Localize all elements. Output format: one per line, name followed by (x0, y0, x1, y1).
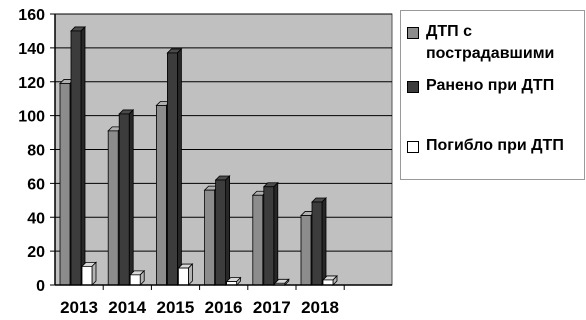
x-tick-label: 2018 (301, 298, 339, 317)
x-tick-label: 2016 (205, 298, 243, 317)
legend-label-injured: Ранено при ДТП (426, 77, 555, 94)
y-tick-label: 140 (18, 41, 45, 58)
y-tick-label: 60 (27, 176, 45, 193)
bar-injured-2015 (166, 47, 183, 286)
bar-killed-2015 (177, 263, 194, 286)
chart-legend: ДТП с пострадавшими Ранено при ДТП Погиб… (400, 10, 585, 180)
y-tick-label: 80 (27, 143, 45, 160)
legend-swatch-killed (407, 141, 419, 153)
y-axis-tick-labels: 0 20 40 60 80 100 120 140 160 (18, 7, 45, 295)
x-tick-label: 2015 (156, 298, 194, 317)
y-tick-label: 20 (27, 244, 45, 261)
y-tick-label: 100 (18, 109, 45, 126)
legend-swatch-injured (407, 81, 419, 93)
bar-killed-2014 (129, 269, 146, 286)
bar-killed-2018 (322, 274, 338, 286)
x-tick-label: 2017 (253, 298, 291, 317)
legend-label-injury-accidents: ДТП с пострадавшими (426, 23, 555, 62)
legend-swatch-injury-accidents (407, 27, 419, 39)
bar-injured-2016 (214, 175, 231, 286)
legend-item-injured: Ранено при ДТП (407, 75, 586, 97)
bars (59, 25, 338, 286)
legend-item-injury-accidents: ДТП с пострадавшими (407, 21, 586, 65)
x-axis-tick-labels: 2013 2014 2015 2016 2017 2018 (60, 298, 339, 317)
y-tick-label: 120 (18, 75, 45, 92)
bar-killed-2013 (81, 261, 97, 286)
y-tick-label: 160 (18, 7, 45, 24)
bar-injured-2017 (262, 181, 279, 286)
bar-injured-2018 (311, 197, 327, 286)
x-tick-label: 2014 (108, 298, 146, 317)
y-tick-label: 0 (36, 278, 45, 295)
legend-item-killed: Погибло при ДТП (407, 135, 586, 157)
axes (50, 13, 392, 290)
legend-label-killed: Погибло при ДТП (426, 137, 564, 154)
bar-injured-2013 (70, 25, 86, 286)
bar-injured-2014 (118, 108, 135, 286)
y-tick-label: 40 (27, 210, 45, 227)
x-tick-label: 2013 (60, 298, 98, 317)
